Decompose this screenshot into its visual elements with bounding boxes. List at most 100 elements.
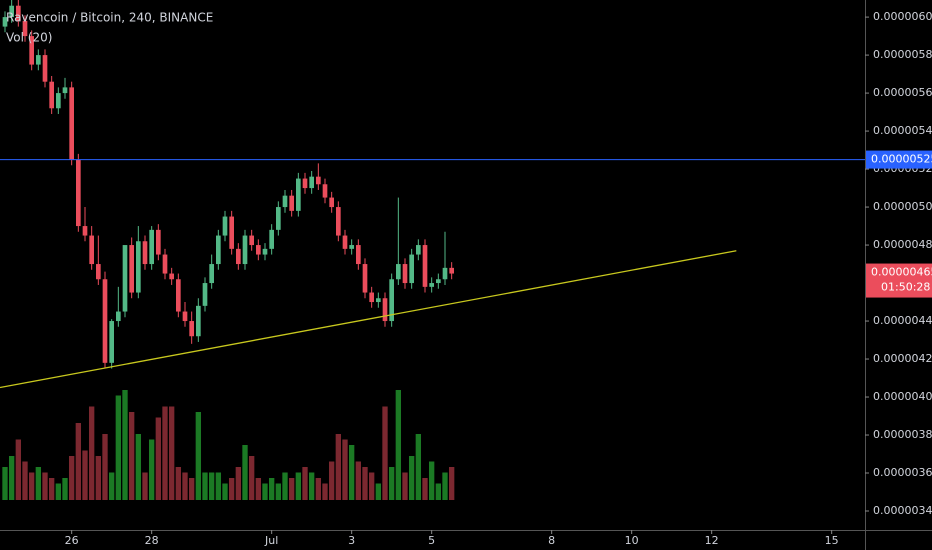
candle-body <box>362 264 368 293</box>
y-tick-label: 0.00000340 <box>873 504 932 517</box>
volume-bar <box>375 483 381 500</box>
volume-bar <box>389 467 395 500</box>
candle-body <box>109 321 114 363</box>
volume-bar <box>415 434 421 500</box>
volume-bar <box>282 472 288 500</box>
x-tick-label: 5 <box>428 534 435 547</box>
volume-bar <box>109 472 115 500</box>
candle-body <box>396 264 401 280</box>
countdown-label: 01:50:28 <box>881 281 930 294</box>
volume-bar <box>2 467 8 500</box>
candle-body <box>189 321 194 337</box>
candle-body <box>282 195 288 208</box>
candle-body <box>2 17 8 27</box>
candle-body <box>309 176 314 189</box>
volume-bar <box>235 467 241 500</box>
candle-body <box>289 195 294 211</box>
candle-body <box>442 267 448 280</box>
volume-bar <box>242 445 248 500</box>
candle-body <box>9 5 14 18</box>
candle-body <box>22 20 28 37</box>
volume-bar <box>82 450 88 500</box>
last-price-box <box>866 263 932 298</box>
volume-bar <box>442 472 448 500</box>
candle-body <box>402 264 408 284</box>
candle-body <box>342 235 348 249</box>
candle-body <box>169 273 174 280</box>
volume-bar <box>162 406 168 500</box>
volume-bar <box>175 467 181 500</box>
volume-bar <box>142 472 148 500</box>
volume-bar <box>289 478 295 500</box>
volume-bar <box>322 483 328 500</box>
trendline <box>0 250 737 389</box>
candle-body <box>149 229 154 265</box>
candle-body <box>129 245 134 293</box>
volume-bar <box>222 483 228 500</box>
x-tick-label: 8 <box>548 534 555 547</box>
candle-body <box>222 216 228 236</box>
volume-bar <box>349 445 355 500</box>
candle-body <box>302 178 308 189</box>
volume-bar <box>275 483 281 500</box>
candle-body <box>216 235 221 265</box>
volume-bar <box>189 478 195 500</box>
volume-bar <box>75 423 81 500</box>
volume-bar <box>215 472 221 500</box>
candle-body <box>316 176 321 185</box>
volume-bar <box>155 417 161 500</box>
volume-bar <box>69 456 75 500</box>
volume-bar <box>295 472 301 500</box>
candle-body <box>322 184 328 198</box>
x-tick-label: 15 <box>825 534 839 547</box>
volume-bar <box>202 472 208 500</box>
volume-bar <box>362 467 368 500</box>
candle-body <box>29 36 34 65</box>
volume-bar <box>402 472 408 500</box>
volume-bar <box>229 478 235 500</box>
candle-body <box>176 279 181 312</box>
candle-body <box>122 245 128 312</box>
volume-bar <box>369 472 375 500</box>
volume-bar <box>49 478 55 500</box>
volume-bar <box>355 461 361 500</box>
x-tick-label: 3 <box>348 534 355 547</box>
candle-body <box>356 245 361 265</box>
volume-bar <box>209 472 215 500</box>
candle-body <box>389 279 394 322</box>
x-tick-label: 12 <box>705 534 719 547</box>
candle-body <box>382 298 388 322</box>
volume-bar <box>449 467 455 500</box>
volume-bar <box>55 483 61 500</box>
volume-bar <box>309 472 315 500</box>
candle-body <box>349 245 354 249</box>
candle-body <box>229 216 234 249</box>
chart-title: Ravencoin / Bitcoin, 240, BINANCE <box>6 11 213 25</box>
volume-bar <box>329 461 335 500</box>
volume-bar <box>429 461 435 500</box>
candle-body <box>202 283 208 306</box>
candle-body <box>69 87 74 160</box>
volume-bar <box>342 439 348 500</box>
volume-bar <box>102 434 108 500</box>
volume-bar <box>22 461 28 500</box>
volume-bar <box>269 478 275 500</box>
volume-bar <box>315 478 321 500</box>
candle-body <box>449 267 454 274</box>
volume-bar <box>149 439 155 500</box>
volume-bar <box>302 467 308 500</box>
volume-bar <box>262 483 268 500</box>
volume-bar <box>15 439 21 500</box>
candle-body <box>209 264 214 284</box>
volume-bar <box>115 395 121 500</box>
x-tick-label: Jul <box>264 534 278 547</box>
